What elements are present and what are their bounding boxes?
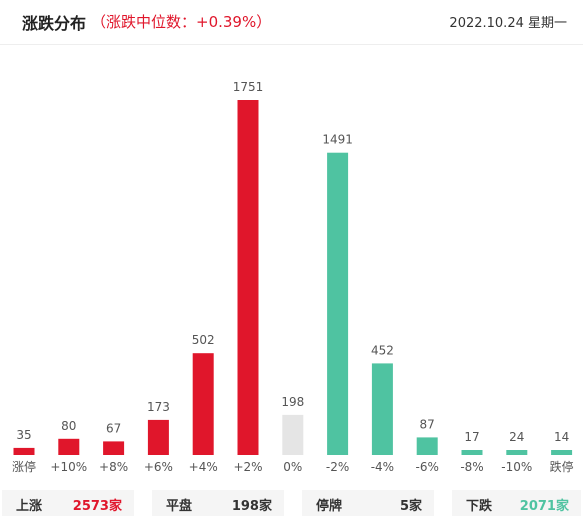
bar-12 bbox=[551, 450, 573, 455]
bar-11 bbox=[506, 450, 528, 455]
value-label-2: 67 bbox=[106, 421, 121, 435]
category-label-10: -8% bbox=[460, 460, 483, 474]
median-change-subtitle: （涨跌中位数：+0.39%） bbox=[91, 13, 272, 31]
value-label-8: 452 bbox=[371, 343, 394, 357]
summary-value-flat: 198家 bbox=[231, 499, 272, 514]
value-label-1: 80 bbox=[61, 419, 76, 433]
summary-value-suspended: 5家 bbox=[399, 499, 422, 514]
header: 涨跌分布 （涨跌中位数：+0.39%） 2022.10.24 星期一 bbox=[0, 0, 583, 44]
distribution-chart: 35 涨停 80 +10% 67 +8% 173 +6% 502 +4% 1751 +2% 198 0% 1… bbox=[12, 80, 574, 474]
summary-card-up: 上涨 2573家 bbox=[2, 490, 134, 516]
category-label-4: +4% bbox=[189, 460, 218, 474]
summary-card-down: 下跌 2071家 bbox=[452, 490, 581, 516]
bar-10 bbox=[461, 450, 483, 455]
bar-3 bbox=[147, 419, 169, 455]
bar-1 bbox=[58, 438, 80, 455]
bar-6 bbox=[282, 414, 304, 455]
bar-7 bbox=[327, 152, 349, 455]
header-divider bbox=[0, 44, 583, 45]
summary-label-down: 下跌 bbox=[466, 499, 493, 514]
summary-bar: 上涨 2573家 平盘 198家 停牌 5家 下跌 2071家 bbox=[0, 490, 583, 516]
value-label-10: 17 bbox=[464, 430, 479, 444]
bar-5 bbox=[237, 100, 259, 455]
date-label: 2022.10.24 星期一 bbox=[449, 16, 567, 31]
bar-8 bbox=[371, 363, 393, 455]
category-label-5: +2% bbox=[233, 460, 262, 474]
value-label-4: 502 bbox=[192, 333, 215, 347]
category-label-12: 跌停 bbox=[550, 459, 574, 474]
page-title: 涨跌分布 bbox=[22, 14, 87, 33]
category-label-2: +8% bbox=[99, 460, 128, 474]
bar-0 bbox=[13, 447, 35, 455]
value-label-0: 35 bbox=[16, 428, 31, 442]
category-label-6: 0% bbox=[283, 460, 302, 474]
category-label-0: 涨停 bbox=[12, 459, 36, 474]
bar-4 bbox=[192, 353, 214, 455]
category-label-9: -6% bbox=[416, 460, 439, 474]
value-label-9: 87 bbox=[420, 417, 435, 431]
summary-card-flat: 平盘 198家 bbox=[152, 490, 284, 516]
category-label-1: +10% bbox=[50, 460, 87, 474]
value-label-11: 24 bbox=[509, 430, 524, 444]
summary-label-up: 上涨 bbox=[16, 499, 43, 514]
summary-value-down: 2071家 bbox=[519, 499, 569, 514]
value-label-3: 173 bbox=[147, 400, 170, 414]
value-label-6: 198 bbox=[281, 395, 304, 409]
category-label-7: -2% bbox=[326, 460, 349, 474]
summary-label-flat: 平盘 bbox=[166, 499, 193, 514]
value-label-5: 1751 bbox=[233, 80, 264, 94]
bar-2 bbox=[103, 441, 125, 455]
category-label-11: -10% bbox=[501, 460, 532, 474]
value-label-12: 14 bbox=[554, 430, 569, 444]
summary-value-up: 2573家 bbox=[72, 499, 122, 514]
summary-card-suspended: 停牌 5家 bbox=[302, 490, 434, 516]
bar-9 bbox=[416, 437, 438, 455]
summary-label-suspended: 停牌 bbox=[316, 499, 343, 514]
value-label-7: 1491 bbox=[322, 133, 353, 147]
category-label-8: -4% bbox=[371, 460, 394, 474]
category-label-3: +6% bbox=[144, 460, 173, 474]
